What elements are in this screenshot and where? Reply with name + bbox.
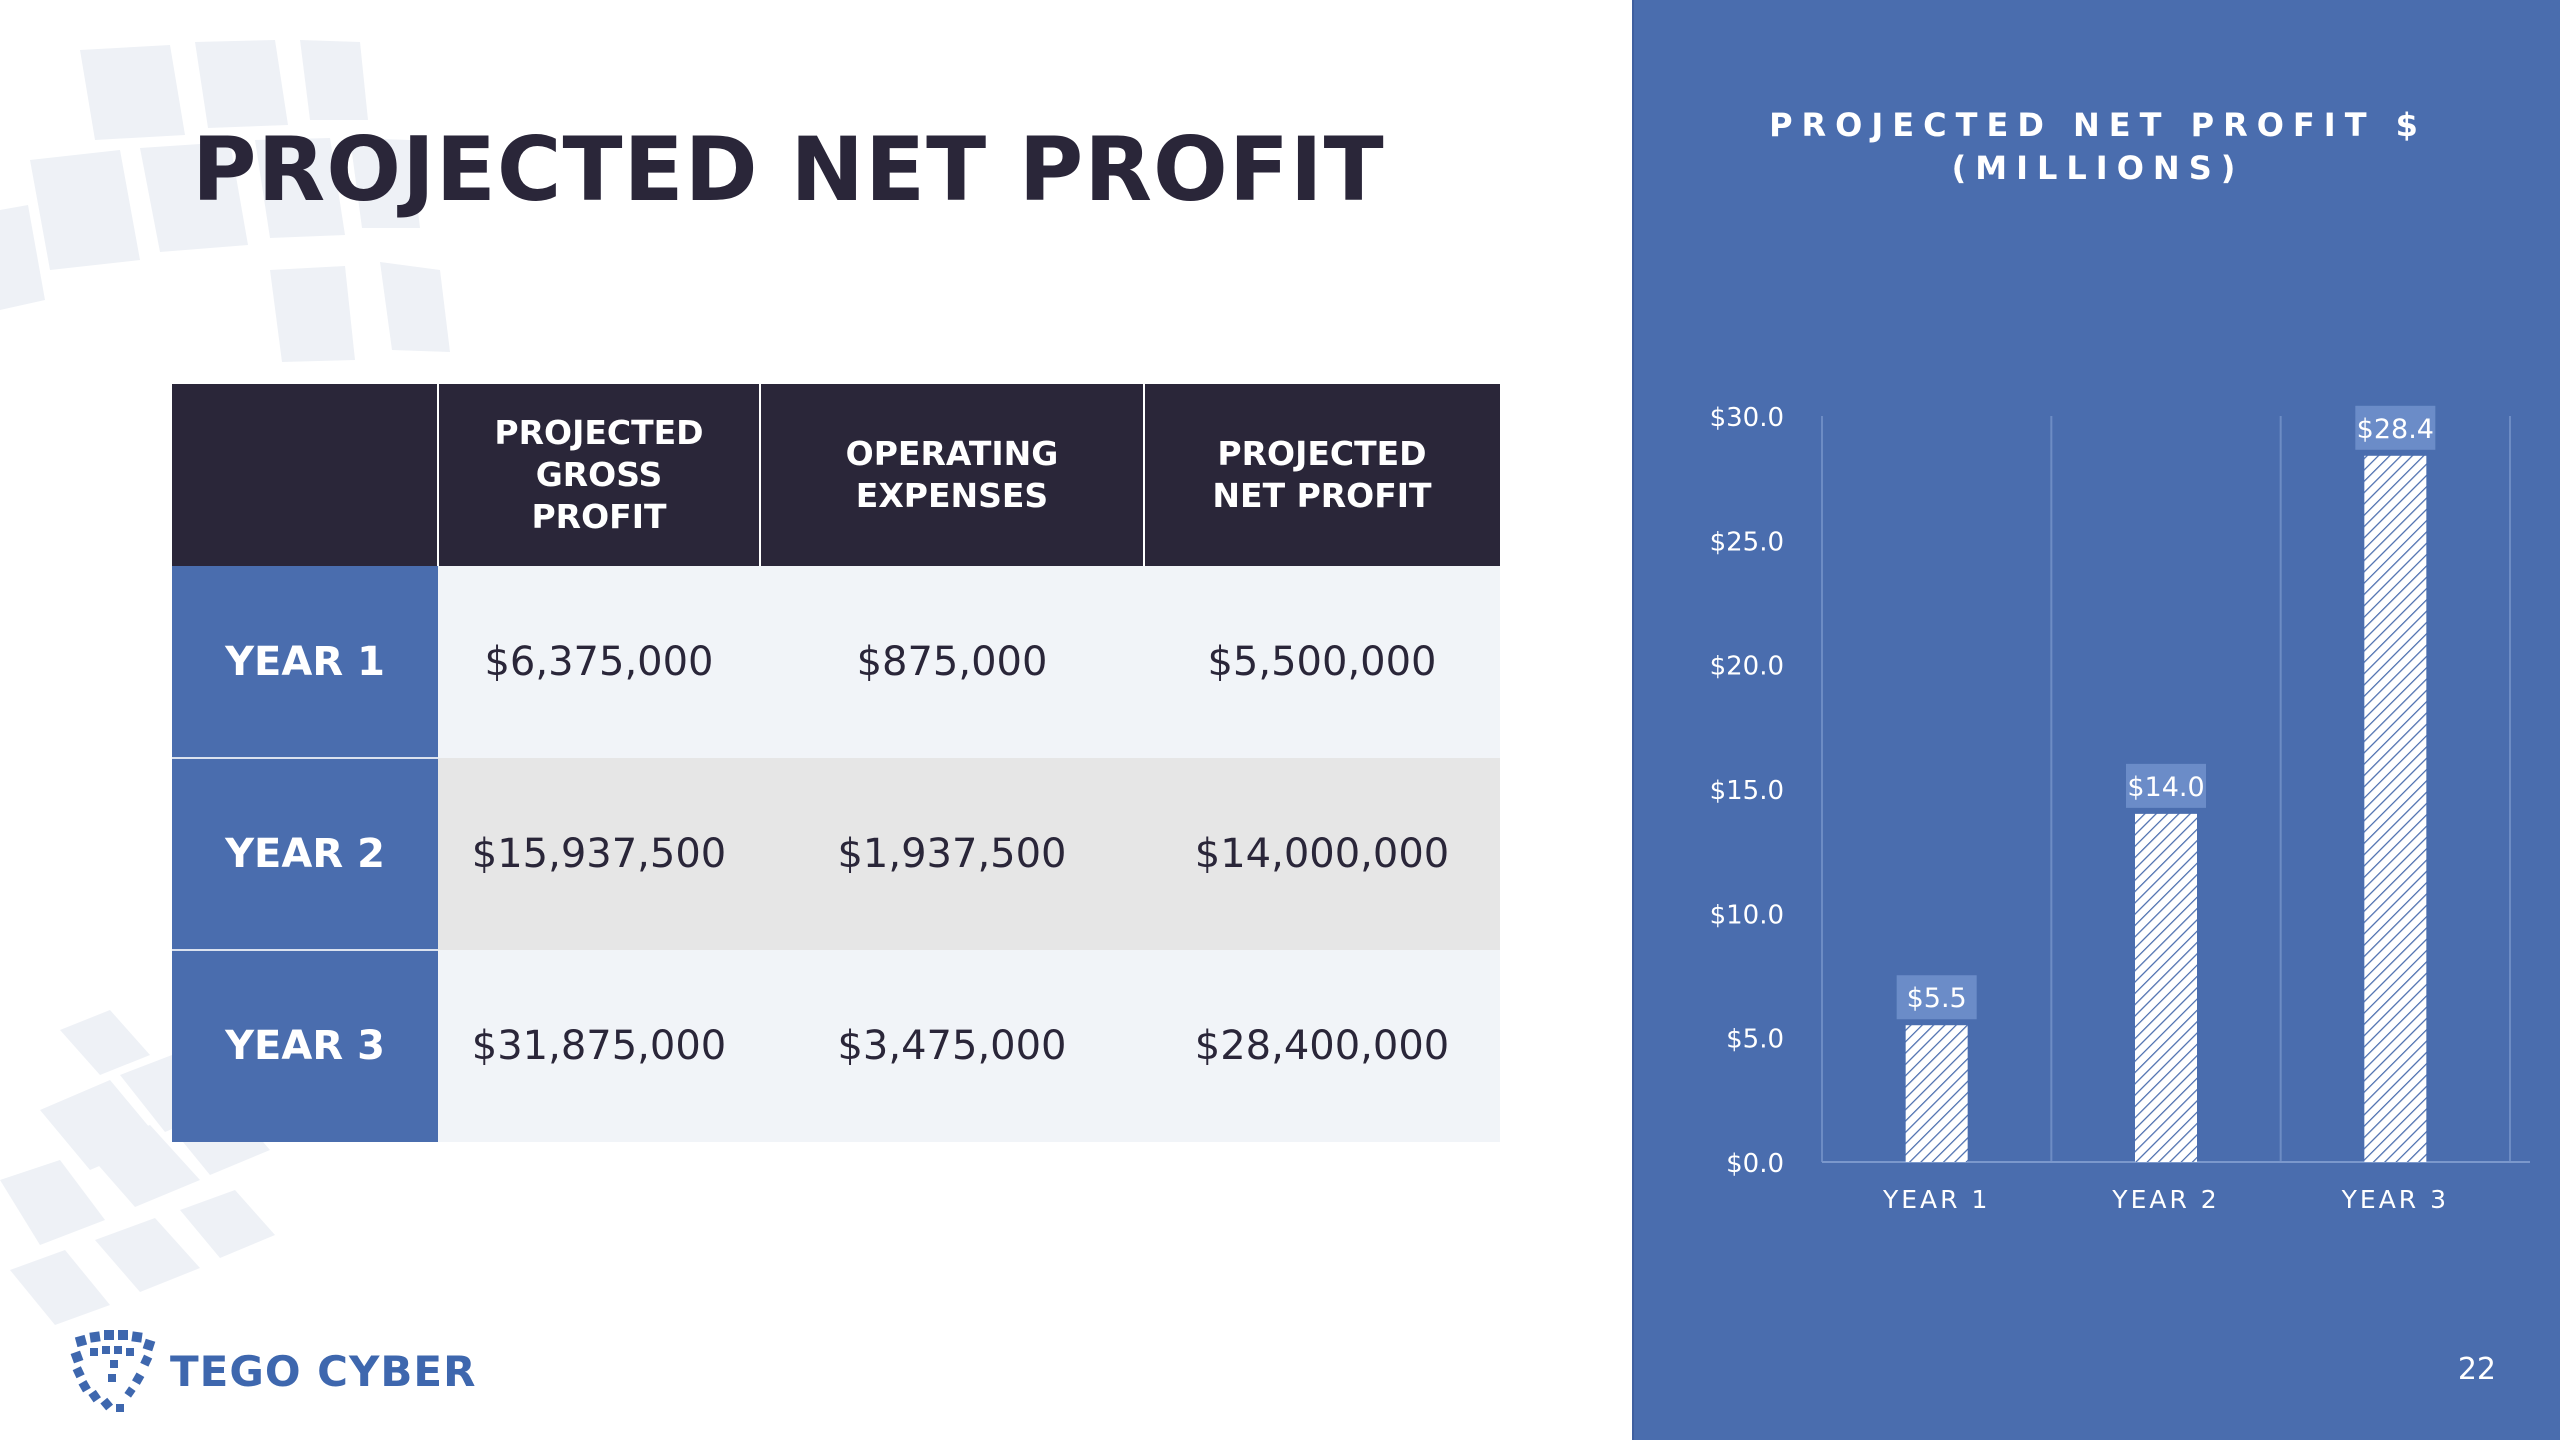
company-logo: TEGO CYBER: [68, 1326, 476, 1416]
row-label-year-3: YEAR 3: [172, 950, 438, 1142]
page-title: PROJECTED NET PROFIT: [192, 118, 1385, 221]
row-divider: [172, 949, 438, 951]
page-number: 22: [2457, 1352, 2496, 1387]
y-tick-label: $15.0: [1710, 776, 1784, 806]
row-divider: [172, 757, 438, 759]
data-label: $14.0: [2127, 772, 2204, 803]
x-tick-label: YEAR 3: [2341, 1185, 2449, 1214]
header-divider: [759, 384, 761, 566]
y-tick-label: $0.0: [1726, 1149, 1784, 1179]
data-label-box: [2126, 763, 2206, 808]
cell-expenses-year-1: $875,000: [856, 639, 1048, 685]
header-divider: [437, 384, 439, 566]
x-tick-label: YEAR 2: [2111, 1185, 2219, 1214]
table-header-corner: [172, 384, 438, 566]
row-band-2: [438, 758, 1500, 950]
y-tick-label: $10.0: [1710, 900, 1784, 930]
cell-expenses-year-3: $3,475,000: [837, 1023, 1067, 1069]
bar-chart: $0.0 $5.0 $10.0 $15.0 $20.0 $25.0 $30.0 $5.5 YEA…: [1710, 403, 2530, 1214]
header-label: OPERATING EXPENSES: [845, 434, 1059, 515]
y-tick-label: $20.0: [1710, 652, 1784, 682]
bar-2: [2135, 813, 2197, 1162]
bar-1: [1905, 1025, 1968, 1162]
cell-expenses-year-2: $1,937,500: [837, 831, 1067, 877]
row-label-year-2: YEAR 2: [172, 758, 438, 950]
data-label: $28.4: [2357, 414, 2434, 445]
row-band-3: [438, 950, 1500, 1142]
cell-gross-year-2: $15,937,500: [471, 831, 727, 877]
cell-gross-year-1: $6,375,000: [484, 639, 714, 685]
shield-logo-icon: [70, 1330, 156, 1412]
data-label-box: [2355, 405, 2436, 450]
table-header-net: PROJECTED NET PROFIT: [1144, 384, 1500, 566]
cell-net-year-2: $14,000,000: [1194, 831, 1450, 877]
cell-gross-year-3: $31,875,000: [471, 1023, 727, 1069]
cell-net-year-1: $5,500,000: [1207, 639, 1437, 685]
header-label: PROJECTED NET PROFIT: [1212, 434, 1432, 515]
chart-title: PROJECTED NET PROFIT $ (MILLIONS): [1769, 106, 2427, 187]
data-label: $5.5: [1907, 983, 1967, 1014]
profit-table: PROJECTED GROSS PROFIT OPERATING EXPENSE…: [172, 384, 1500, 1142]
row-label-year-1: YEAR 1: [172, 566, 438, 758]
header-divider: [1143, 384, 1145, 566]
x-tick-label: YEAR 1: [1882, 1185, 1990, 1214]
row-band-1: [438, 566, 1500, 758]
table-header-gross: PROJECTED GROSS PROFIT: [438, 384, 760, 566]
data-label-box: [1896, 975, 1977, 1020]
table-header-expenses: OPERATING EXPENSES: [760, 384, 1144, 566]
header-label: PROJECTED GROSS PROFIT: [494, 413, 704, 536]
chart-panel: PROJECTED NET PROFIT $ (MILLIONS) $0.0 $5…: [1632, 0, 2560, 1440]
y-tick-label: $30.0: [1710, 403, 1784, 433]
cell-net-year-3: $28,400,000: [1194, 1023, 1450, 1069]
logo-text: TEGO CYBER: [170, 1346, 477, 1396]
bar-3: [2364, 455, 2427, 1163]
y-tick-label: $25.0: [1710, 527, 1784, 557]
y-tick-label: $5.0: [1726, 1025, 1784, 1055]
